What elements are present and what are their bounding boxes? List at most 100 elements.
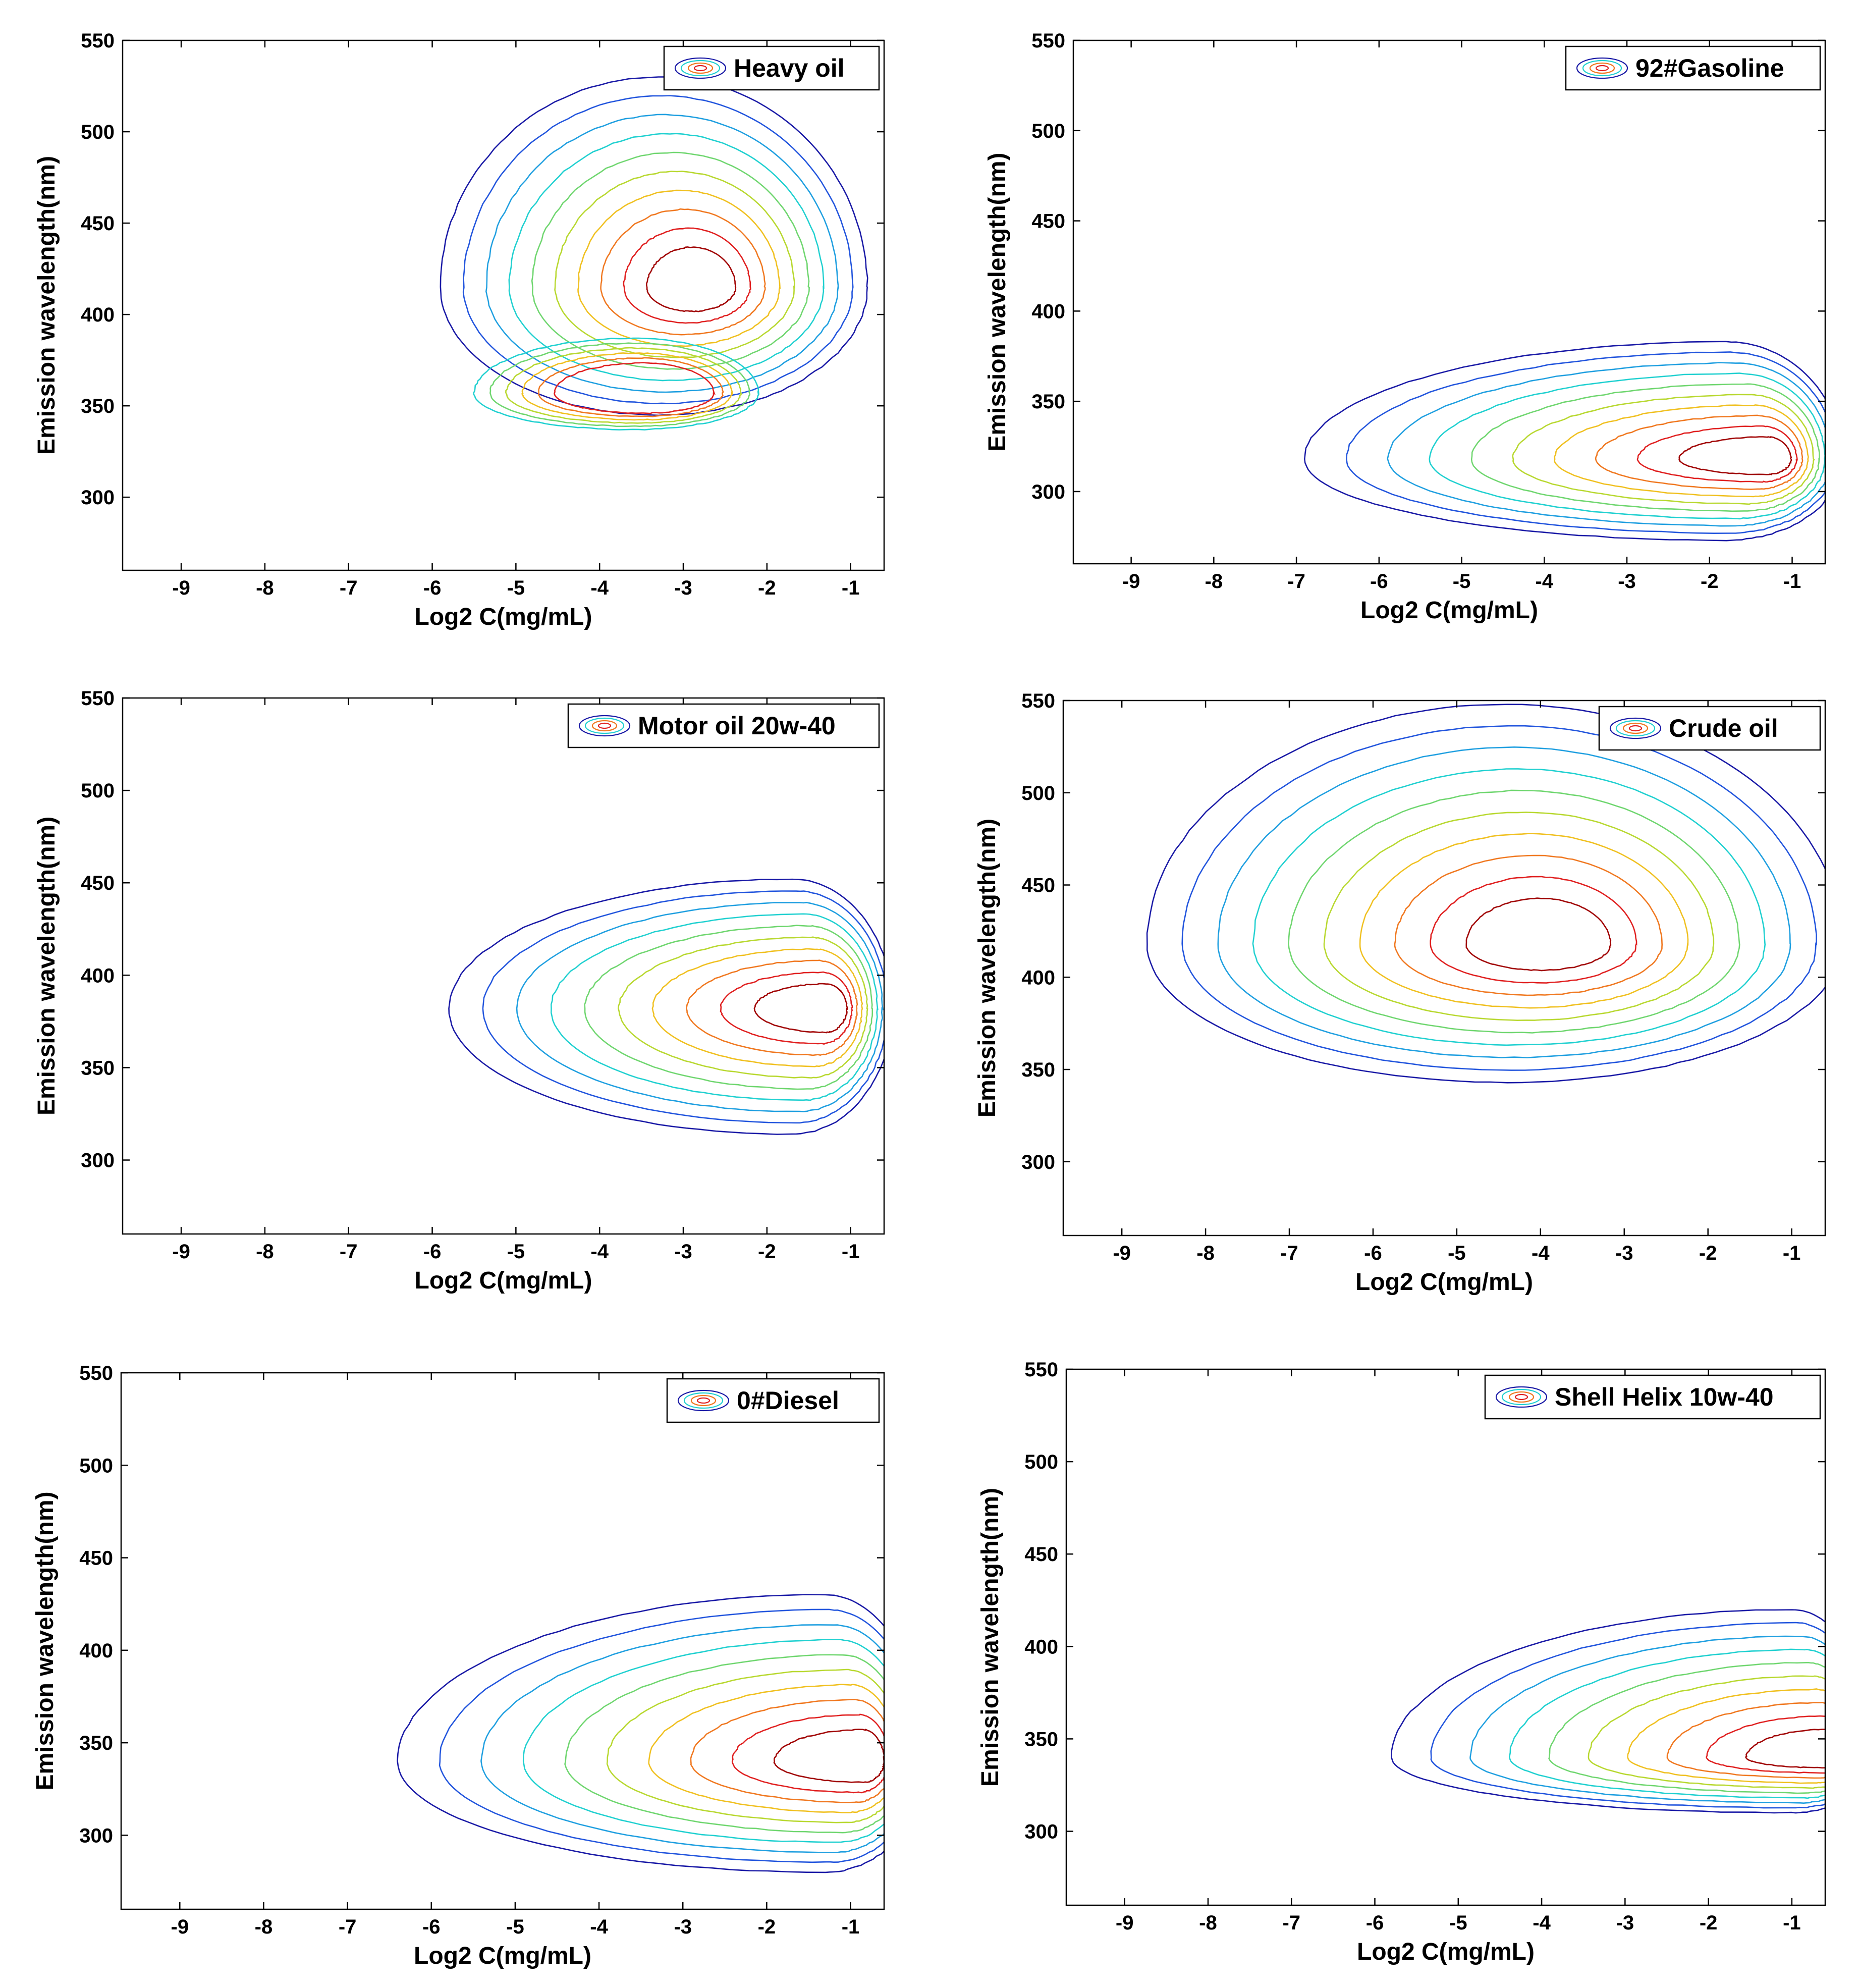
x-tick-label: -4 [1532, 1242, 1550, 1264]
x-tick-label: -6 [423, 577, 442, 599]
x-tick-label: -4 [590, 1916, 608, 1938]
contour-line-3 [1469, 1635, 1825, 1804]
contour-line-10 [753, 983, 848, 1034]
x-tick-label: -6 [422, 1916, 441, 1938]
y-tick-label: 550 [1024, 1359, 1058, 1381]
legend-contour-icon [1495, 1386, 1548, 1408]
contour-line-7 [1554, 404, 1809, 498]
contour-line-9 [1636, 425, 1798, 483]
x-tick-label: -8 [1199, 1912, 1217, 1934]
x-tick-label: -9 [1116, 1912, 1134, 1934]
contour-line-10 [645, 246, 737, 312]
contour-line-10 [1465, 897, 1612, 972]
contour-line-6 [1588, 1675, 1825, 1789]
y-tick-label: 550 [1021, 690, 1055, 712]
y-tick-label: 450 [79, 1547, 113, 1570]
x-tick-label: -1 [1783, 1912, 1801, 1934]
x-tick-label: -5 [1449, 1912, 1467, 1934]
legend: Heavy oil [663, 45, 880, 91]
y-tick-label: 350 [81, 1057, 115, 1079]
y-axis-label: Emission wavelength(nm) [977, 1488, 1004, 1787]
x-tick-label: -7 [340, 577, 358, 599]
x-tick-label: -2 [758, 1241, 776, 1263]
chart-panel-1: -9 -8 -7 -6 -5 -4 -3 -2 -1 300 350 400 450 500 550 Log2… [33, 30, 885, 630]
y-tick-label: 300 [1021, 1151, 1055, 1173]
contour-line-8 [600, 208, 766, 336]
y-tick-label: 450 [81, 872, 115, 894]
contour-line-9 [731, 1713, 884, 1794]
contour-line-4 [1429, 372, 1825, 520]
contour-line-1 [473, 337, 760, 431]
y-tick-label: 400 [1021, 966, 1055, 989]
x-tick-label: -2 [758, 577, 776, 599]
legend-contour-icon [1576, 57, 1628, 79]
legend: Motor oil 20w-40 [567, 703, 880, 748]
x-tick-label: -9 [172, 577, 190, 599]
contour-line-1 [448, 878, 884, 1135]
x-tick-label: -4 [590, 577, 609, 599]
x-tick-label: -3 [674, 577, 692, 599]
x-tick-label: -1 [842, 577, 860, 599]
contour-group [440, 76, 868, 431]
contour-line-6 [1512, 394, 1815, 505]
contour-line-4 [1252, 768, 1766, 1046]
legend-contour-icon [677, 1389, 730, 1412]
contour-line-7 [1359, 833, 1689, 1009]
x-tick-label: -5 [507, 577, 525, 599]
legend-label: Shell Helix 10w-40 [1555, 1383, 1774, 1411]
y-tick-label: 550 [81, 687, 115, 710]
axes-frame [122, 697, 885, 1235]
contour-line-4 [521, 352, 733, 421]
contour-line-9 [720, 971, 853, 1045]
x-tick-label: -4 [1536, 570, 1554, 593]
contour-line-2 [489, 342, 751, 427]
x-tick-label: -1 [1783, 1242, 1801, 1264]
legend-label: 92#Gasoline [1635, 54, 1784, 82]
x-tick-label: -2 [1701, 570, 1719, 593]
y-tick-label: 350 [79, 1732, 113, 1754]
y-tick-label: 300 [81, 1150, 115, 1172]
x-tick-label: -5 [1448, 1242, 1466, 1264]
y-tick-label: 400 [1031, 300, 1065, 323]
x-tick-label: -8 [255, 1916, 273, 1938]
y-tick-label: 400 [81, 304, 115, 326]
contour-line-3 [516, 901, 884, 1112]
x-tick-label: -9 [1122, 570, 1140, 593]
contour-group [1146, 704, 1825, 1084]
contour-line-4 [1508, 1648, 1825, 1799]
contour-line-2 [462, 95, 854, 405]
y-tick-label: 500 [1031, 120, 1065, 142]
contour-line-4 [508, 133, 825, 382]
contour-line-3 [480, 1624, 884, 1854]
contour-group [448, 878, 884, 1135]
contour-line-8 [1394, 854, 1663, 996]
x-tick-label: -7 [340, 1241, 358, 1263]
contour-line-1 [1303, 341, 1825, 542]
x-axis-label: Log2 C(mg/mL) [1357, 1939, 1535, 1965]
contour-line-8 [685, 959, 858, 1056]
x-tick-label: -1 [842, 1241, 860, 1263]
x-axis-label: Log2 C(mg/mL) [1360, 597, 1538, 624]
contour-line-2 [1430, 1622, 1825, 1809]
y-tick-label: 500 [1021, 782, 1055, 804]
x-tick-label: -7 [339, 1916, 357, 1938]
chart-panel-4: -9 -8 -7 -6 -5 -4 -3 -2 -1 300 350 400 450 500 550 Log2… [974, 690, 1826, 1296]
x-tick-label: -3 [674, 1241, 692, 1263]
contour-line-1 [440, 76, 868, 416]
y-tick-label: 500 [1024, 1451, 1058, 1473]
legend: 92#Gasoline [1565, 45, 1821, 91]
x-tick-label: -6 [423, 1241, 442, 1263]
y-tick-label: 450 [81, 212, 115, 235]
x-tick-label: -6 [1370, 570, 1388, 593]
legend-label: Heavy oil [734, 54, 845, 82]
y-tick-label: 500 [81, 121, 115, 143]
contour-line-5 [531, 151, 810, 370]
y-axis-label: Emission wavelength(nm) [33, 156, 60, 455]
contour-line-8 [1595, 414, 1804, 490]
x-tick-label: -7 [1287, 570, 1305, 593]
x-tick-label: -3 [1616, 1912, 1634, 1934]
y-tick-label: 550 [1031, 30, 1065, 52]
contour-line-7 [648, 1684, 884, 1813]
x-tick-label: -2 [1699, 1242, 1717, 1264]
y-tick-label: 300 [1031, 481, 1065, 503]
